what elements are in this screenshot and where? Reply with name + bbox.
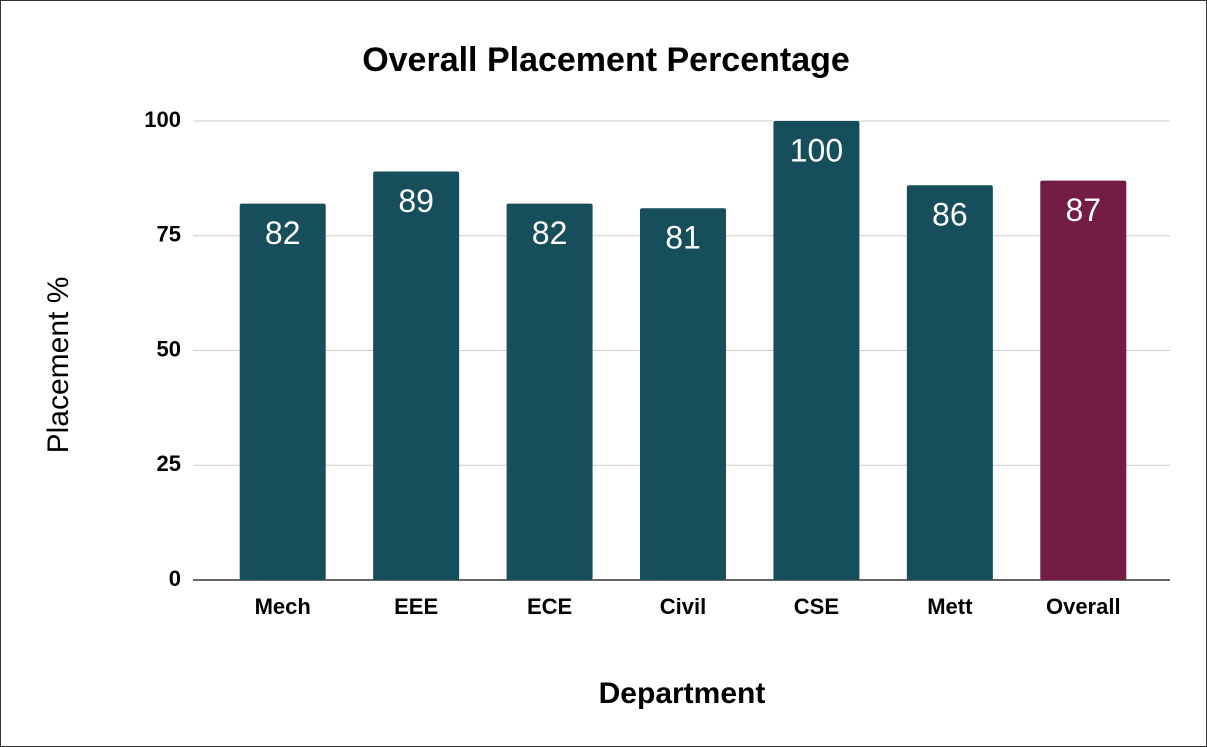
data-label: 87 <box>1065 192 1101 228</box>
data-label: 86 <box>932 197 968 233</box>
bar <box>239 203 326 580</box>
x-tick-label: Civil <box>660 594 706 619</box>
x-tick-label: EEE <box>394 594 438 619</box>
y-tick-label: 75 <box>157 222 181 247</box>
x-axis-label: Department <box>599 677 766 710</box>
y-tick-label: 25 <box>157 451 181 476</box>
bar <box>373 171 460 581</box>
y-axis-label: Placement % <box>42 277 75 454</box>
data-label: 82 <box>532 215 568 251</box>
y-tick-label: 100 <box>144 107 181 132</box>
x-tick-label: ECE <box>527 594 572 619</box>
x-tick-label: CSE <box>794 594 839 619</box>
bar <box>640 208 726 580</box>
x-tick-label: Overall <box>1046 594 1121 619</box>
bar <box>1040 180 1127 581</box>
bar <box>906 185 993 580</box>
bar <box>506 203 593 580</box>
data-label: 82 <box>265 215 301 251</box>
data-label: 89 <box>398 183 434 219</box>
chart-title: Overall Placement Percentage <box>362 41 850 79</box>
y-tick-label: 0 <box>169 566 181 591</box>
y-tick-label: 50 <box>157 336 181 361</box>
data-label: 100 <box>790 132 843 168</box>
x-tick-label: Mett <box>927 594 973 619</box>
data-label: 81 <box>665 220 701 256</box>
x-tick-label: Mech <box>255 594 311 619</box>
bar <box>773 121 860 580</box>
